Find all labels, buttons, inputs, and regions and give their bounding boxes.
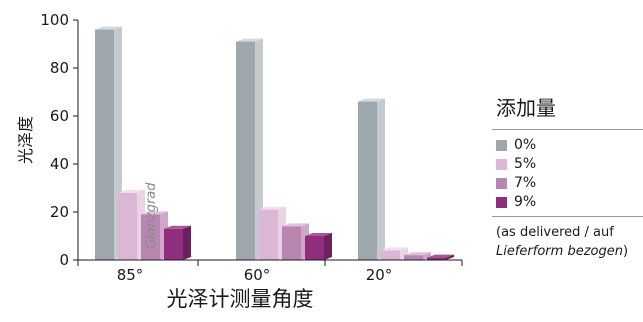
legend-title: 添加量 (496, 96, 556, 120)
legend: 添加量 0% 5% 7% 9% (as delivered / auf Lieferf… (492, 92, 643, 261)
bar-top-face (358, 98, 385, 102)
bar-5pct-1 (259, 206, 286, 260)
legend-item-7pct: 7% (496, 174, 643, 193)
bar-9pct-0 (164, 225, 191, 260)
legend-item-9pct: 9% (496, 193, 643, 212)
x-category-label: 20° (366, 266, 393, 284)
legend-swatch (496, 140, 507, 151)
bar-side-face (423, 252, 431, 260)
bar-5pct-2 (381, 247, 408, 260)
bar-0pct-0 (95, 26, 122, 260)
bar-front-face (427, 257, 446, 260)
bar-top-face (236, 38, 263, 42)
y-axis-label: 光泽度 (16, 116, 35, 164)
x-category-label: 60° (244, 266, 271, 284)
legend-note-line2-italic: Lieferform bezogen (496, 244, 623, 259)
legend-divider (492, 129, 643, 130)
legend-item-label: 0% (514, 137, 537, 153)
bar-top-face (282, 223, 309, 227)
legend-item-0pct: 0% (496, 136, 643, 155)
x-category-label: 85° (117, 266, 144, 284)
bar-front-face (95, 29, 114, 260)
bar-top-face (404, 252, 431, 256)
y-tick-label: 20 (50, 203, 69, 221)
bar-9pct-2 (427, 254, 454, 260)
y-tick-label: 0 (59, 251, 69, 269)
bar-9pct-1 (305, 233, 332, 260)
legend-swatch (496, 178, 507, 189)
bar-side-face (446, 254, 454, 260)
bar-5pct-0 (118, 189, 145, 260)
bar-front-face (305, 236, 324, 260)
bar-front-face (358, 101, 377, 260)
bar-top-face (305, 233, 332, 236)
bar-top-face (141, 211, 168, 215)
bar-7pct-2 (404, 252, 431, 260)
bar-side-face (183, 225, 191, 260)
bar-front-face (164, 228, 183, 260)
bar-7pct-1 (282, 223, 309, 260)
legend-note-line1: (as delivered / auf (496, 225, 614, 240)
axes-layer: 0 20 40 60 80 100 85° 60° 20° (40, 11, 463, 284)
legend-note: (as delivered / auf Lieferform bezogen) (496, 223, 643, 261)
bar-0pct-2 (358, 98, 385, 260)
y-tick-label: 60 (50, 107, 69, 125)
bar-front-face (282, 226, 301, 260)
bar-front-face (141, 214, 160, 260)
legend-divider-bottom (492, 216, 643, 217)
bar-side-face (255, 38, 263, 260)
legend-swatch (496, 197, 507, 208)
legend-swatch (496, 159, 507, 170)
legend-item-label: 7% (514, 175, 537, 191)
y-tick-label: 40 (50, 155, 69, 173)
bar-front-face (259, 209, 278, 260)
bars-layer (95, 26, 454, 260)
bar-front-face (404, 255, 423, 260)
y-tick-label: 100 (40, 11, 69, 29)
bar-front-face (118, 192, 137, 260)
bar-top-face (381, 247, 408, 251)
bar-front-face (236, 41, 255, 260)
glanzgrad-overlay-label: Glanzgrad (144, 182, 159, 249)
x-axis-label: 光泽计测量角度 (167, 287, 314, 311)
bar-top-face (259, 206, 286, 210)
bar-top-face (427, 254, 454, 258)
y-tick-label: 80 (50, 59, 69, 77)
bar-top-face (95, 26, 122, 30)
bar-side-face (377, 98, 385, 260)
bar-0pct-1 (236, 38, 263, 260)
bar-top-face (118, 189, 145, 193)
legend-items: 0% 5% 7% 9% (496, 136, 643, 212)
bar-top-face (164, 225, 191, 229)
legend-note-line2-tail: ) (622, 244, 629, 259)
legend-item-label: 5% (514, 156, 537, 172)
legend-item-label: 9% (514, 194, 537, 210)
bar-front-face (381, 250, 400, 260)
bar-side-face (324, 233, 332, 260)
legend-item-5pct: 5% (496, 155, 643, 174)
